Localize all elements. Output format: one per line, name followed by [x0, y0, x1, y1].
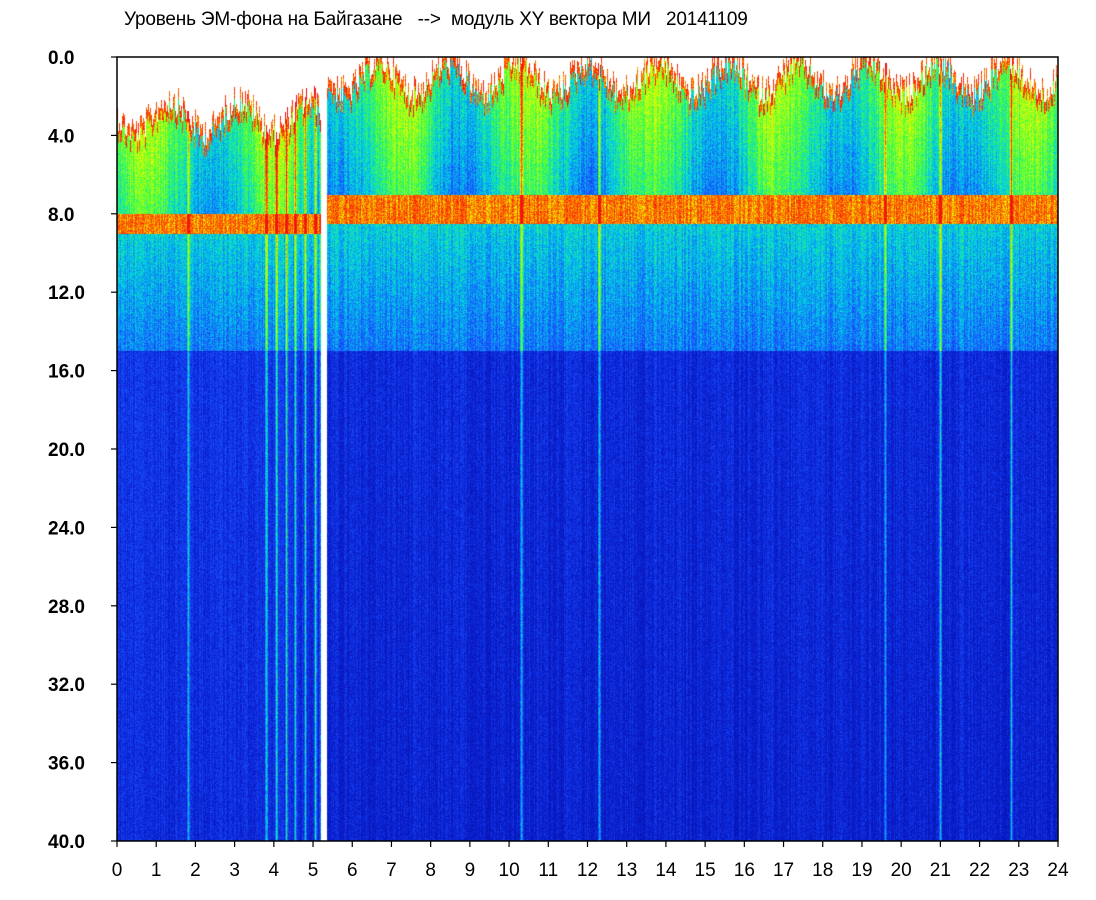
y-axis: 0.0 4.0 8.0 12.0 16.0 20.0 24.0 28.0 32.0 36.0 40.…	[48, 48, 117, 853]
x-axis: 0 1 2 3 4 5 6 7 8 9 10 11 12 13 14 15 16 17 18 19 20 21 22 23 24	[112, 841, 1069, 881]
x-tick-label: 19	[851, 860, 872, 881]
y-tick-label: 40.0	[48, 832, 85, 853]
x-tick-label: 2	[190, 860, 201, 881]
x-tick-label: 15	[695, 860, 716, 881]
x-tick-label: 12	[577, 860, 598, 881]
y-tick-label: 16.0	[48, 362, 85, 383]
x-tick-label: 16	[734, 860, 755, 881]
x-tick-label: 18	[812, 860, 833, 881]
x-tick-label: 17	[773, 860, 794, 881]
y-tick-label: 0.0	[48, 48, 74, 69]
y-tick-label: 12.0	[48, 283, 85, 304]
x-tick-label: 10	[499, 860, 520, 881]
x-tick-label: 3	[229, 860, 240, 881]
x-tick-label: 9	[465, 860, 476, 881]
y-tick-label: 32.0	[48, 675, 85, 696]
y-tick-label: 8.0	[48, 205, 74, 226]
x-tick-label: 24	[1047, 860, 1069, 881]
x-tick-label: 21	[930, 860, 951, 881]
x-tick-label: 6	[347, 860, 358, 881]
x-tick-label: 7	[386, 860, 397, 881]
y-tick-label: 20.0	[48, 440, 85, 461]
x-tick-label: 0	[112, 860, 123, 881]
chart-title: Уровень ЭМ-фона на Байгазане --> модуль …	[124, 9, 748, 30]
y-tick-label: 28.0	[48, 597, 85, 618]
y-tick-label: 24.0	[48, 518, 85, 539]
x-tick-label: 22	[969, 860, 990, 881]
x-tick-label: 4	[269, 860, 280, 881]
heatmap-area	[117, 57, 1058, 841]
y-tick-label: 4.0	[48, 126, 74, 147]
y-tick-label: 36.0	[48, 754, 85, 775]
x-tick-label: 14	[655, 860, 677, 881]
x-tick-label: 13	[616, 860, 637, 881]
heatmap-image	[117, 57, 1058, 841]
x-tick-label: 23	[1008, 860, 1029, 881]
x-tick-label: 11	[538, 860, 558, 881]
x-tick-label: 20	[891, 860, 912, 881]
x-tick-label: 5	[308, 860, 319, 881]
x-tick-label: 1	[151, 860, 162, 881]
x-tick-label: 8	[425, 860, 436, 881]
